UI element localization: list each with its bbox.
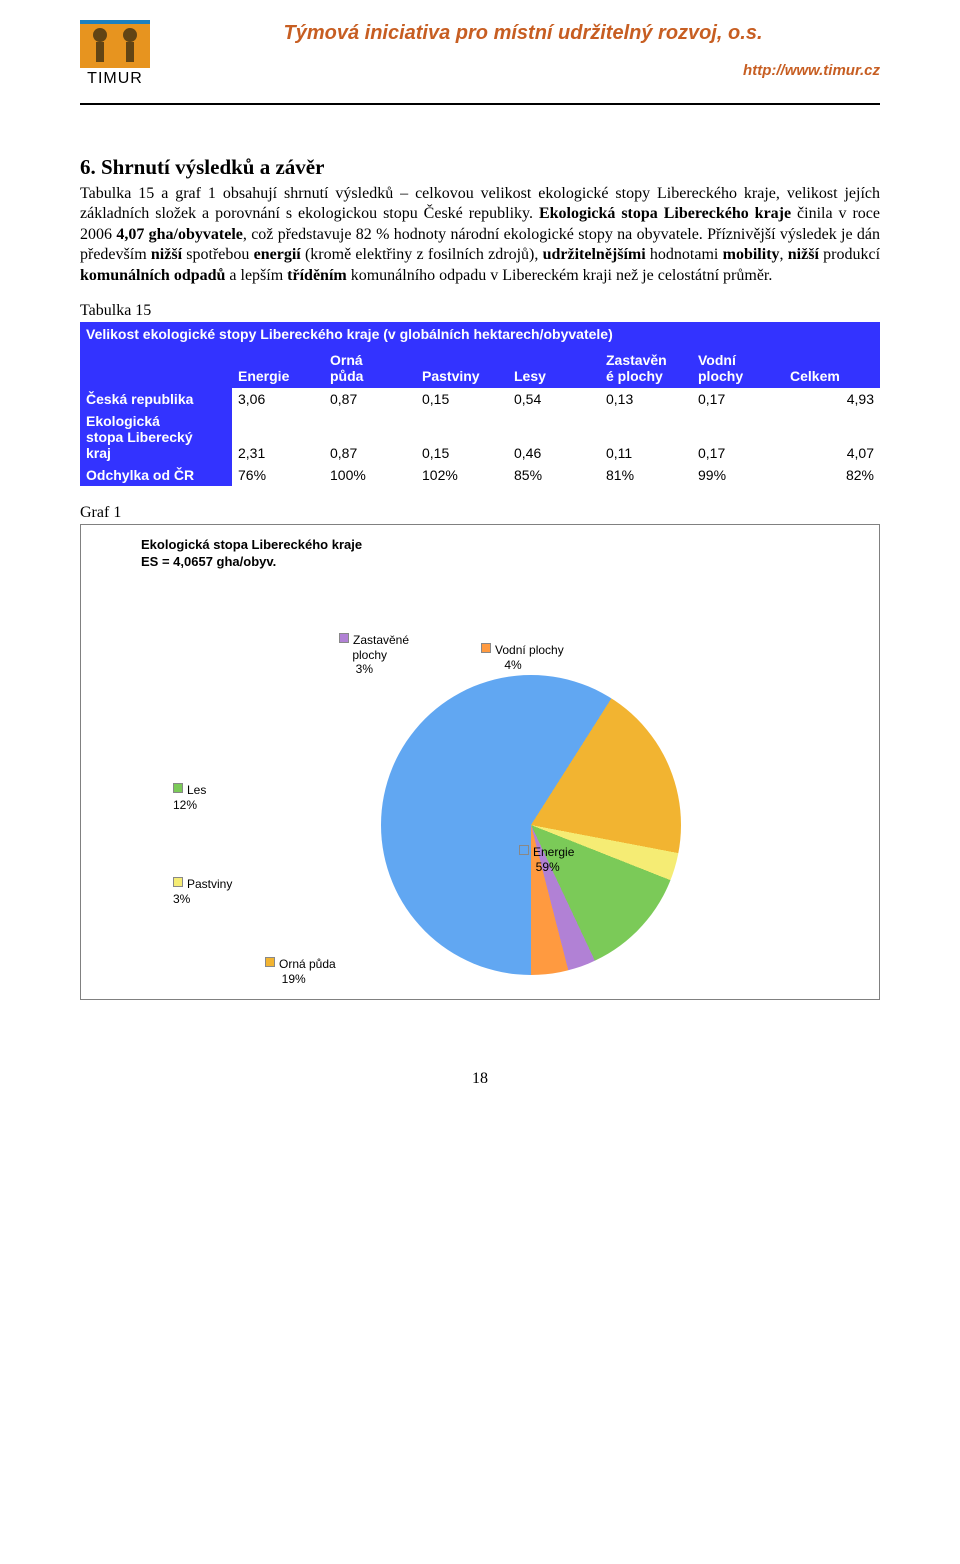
org-url: http://www.timur.cz [166,62,880,79]
section-heading: 6. Shrnutí výsledků a závěr [80,155,880,180]
table-cell: 0,15 [416,410,508,464]
table-row-label: Ekologickástopa Libereckýkraj [80,410,232,464]
page-number: 18 [80,1070,880,1088]
table-col-header [80,346,232,388]
table-col-header: Zastavěné plochy [600,346,692,388]
chart-caption: Graf 1 [80,504,880,522]
table-cell: 99% [692,464,784,486]
page-header: TIMUR Týmová iniciativa pro místní udrži… [80,20,880,95]
table-cell: 0,11 [600,410,692,464]
table-cell: 0,13 [600,388,692,410]
table-cell: 0,17 [692,410,784,464]
table-cell: 0,46 [508,410,600,464]
table-cell: 102% [416,464,508,486]
logo-text: TIMUR [80,70,150,88]
table-col-header: Lesy [508,346,600,388]
legend-pastviny: Pastviny3% [173,877,232,906]
table-cell: 100% [324,464,416,486]
table-col-header: Energie [232,346,324,388]
logo: TIMUR [80,20,150,95]
table-cell: 81% [600,464,692,486]
table-col-header: Ornápůda [324,346,416,388]
table-col-header: Pastviny [416,346,508,388]
table-cell: 3,06 [232,388,324,410]
table-col-header: Celkem [784,346,880,388]
table-title: Velikost ekologické stopy Libereckého kr… [80,322,880,346]
org-title: Týmová iniciativa pro místní udržitelný … [166,22,880,44]
table-caption: Tabulka 15 [80,302,880,320]
chart-title: Ekologická stopa Libereckého kraje ES = … [141,537,362,570]
table-cell: 85% [508,464,600,486]
table-cell: 0,87 [324,410,416,464]
table-row-label: Česká republika [80,388,232,410]
table-cell: 82% [784,464,880,486]
pie-circle [381,675,681,975]
table-15: Velikost ekologické stopy Libereckého kr… [80,322,880,486]
table-cell: 2,31 [232,410,324,464]
legend-energie: Energie 59% [519,845,574,874]
pie-wrap [381,675,681,975]
table-col-header: Vodníplochy [692,346,784,388]
header-rule [80,103,880,105]
legend-zastavene: Zastavěné plochy 3% [339,633,409,676]
table-cell: 0,17 [692,388,784,410]
table-cell: 0,54 [508,388,600,410]
legend-vodni: Vodní plochy 4% [481,643,564,672]
table-cell: 4,93 [784,388,880,410]
legend-les: Les12% [173,783,206,812]
table-cell: 76% [232,464,324,486]
pie-chart: Ekologická stopa Libereckého kraje ES = … [80,524,880,1000]
table-cell: 0,15 [416,388,508,410]
table-cell: 0,87 [324,388,416,410]
table-row-label: Odchylka od ČR [80,464,232,486]
section-paragraph: Tabulka 15 a graf 1 obsahují shrnutí výs… [80,184,880,286]
table-cell: 4,07 [784,410,880,464]
legend-orna: Orná půda 19% [265,957,336,986]
